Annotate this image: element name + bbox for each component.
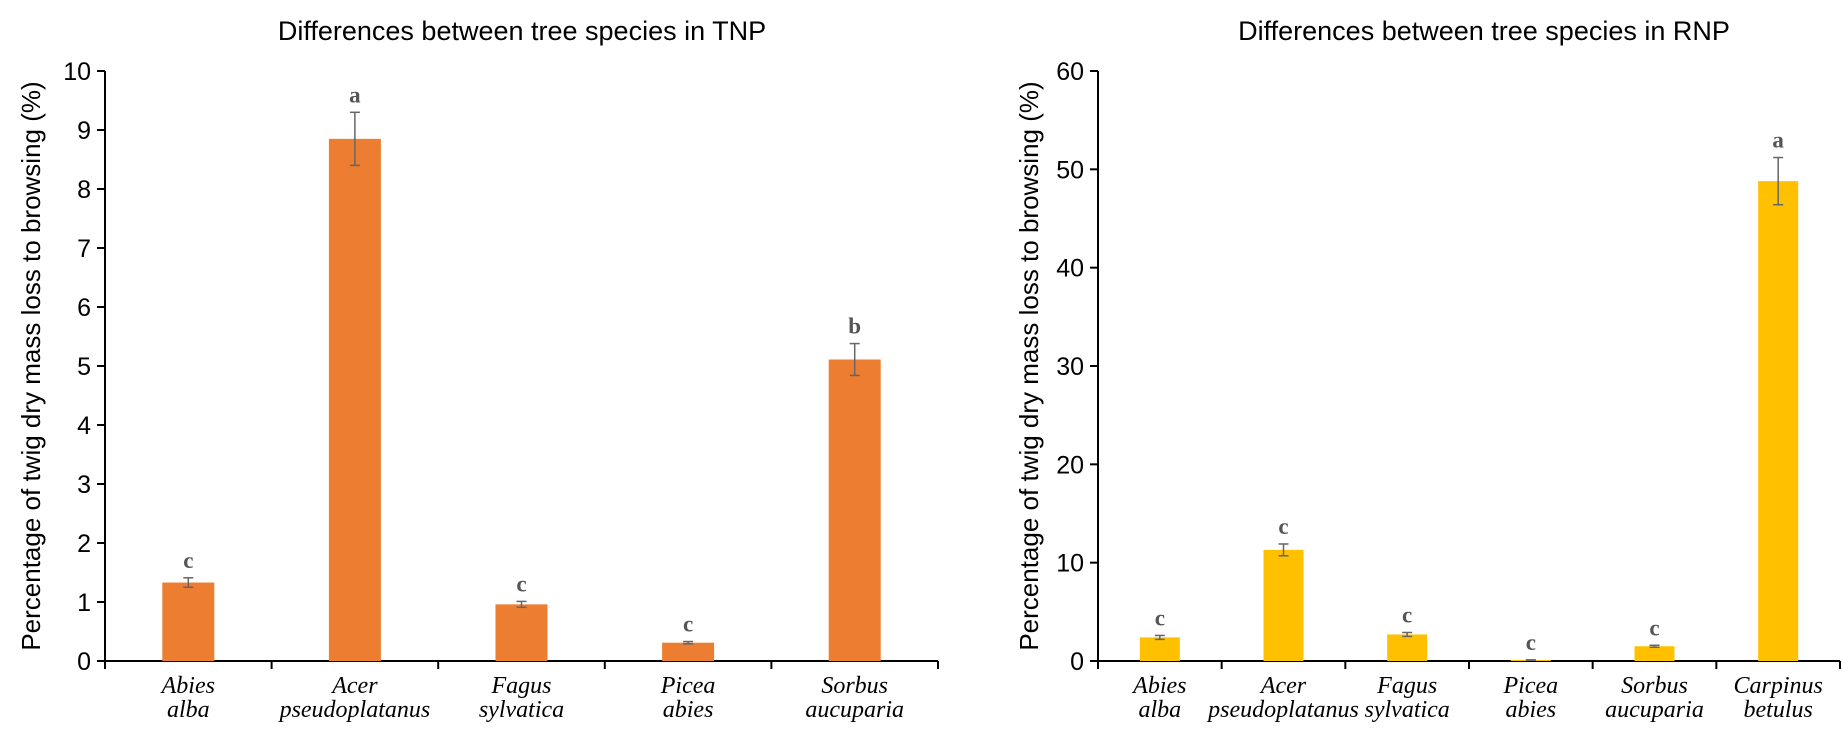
y-tick-label: 20 <box>1056 451 1084 479</box>
chart-tnp: Differences between tree species in TNP P… <box>16 16 939 723</box>
bar <box>162 582 215 661</box>
y-tick-label: 50 <box>1056 156 1084 184</box>
x-tick-label: aucuparia <box>805 697 904 723</box>
y-tick-label: 30 <box>1056 353 1084 381</box>
y-tick-label: 40 <box>1056 255 1084 283</box>
bar <box>1758 181 1799 661</box>
x-tick-label: abies <box>663 697 714 723</box>
x-tick-label: alba <box>167 697 210 723</box>
significance-label: b <box>848 314 861 339</box>
significance-label: a <box>1772 128 1784 153</box>
y-axis-label: Percentage of twig dry mass loss to brow… <box>16 81 46 650</box>
bar <box>328 138 381 662</box>
chart-title: Differences between tree species in RNP <box>1238 16 1730 46</box>
y-tick-label: 0 <box>77 648 91 676</box>
x-tick-label: Fagus <box>1376 673 1437 699</box>
x-tick-label: Picea <box>1503 673 1559 699</box>
significance-label: a <box>349 82 361 107</box>
x-tick-label: Fagus <box>491 673 552 699</box>
y-tick-label: 1 <box>77 589 91 617</box>
x-tick-label: Sorbus <box>821 673 888 699</box>
y-tick-label: 10 <box>1056 550 1084 578</box>
bar <box>828 359 881 661</box>
x-tick-label: aucuparia <box>1605 697 1704 723</box>
significance-label: c <box>1278 514 1288 539</box>
y-axis-label: Percentage of twig dry mass loss to brow… <box>1014 81 1044 650</box>
x-tick-label: Picea <box>660 673 716 699</box>
bar <box>1139 637 1180 661</box>
chart-rnp: Differences between tree species in RNP P… <box>1014 16 1841 723</box>
y-tick-label: 7 <box>77 235 91 263</box>
significance-label: c <box>1526 630 1536 655</box>
y-tick-label: 10 <box>63 58 91 86</box>
significance-label: c <box>516 571 526 596</box>
x-tick-label: Abies <box>1131 673 1186 699</box>
y-tick-label: 3 <box>77 471 91 499</box>
bar <box>1263 549 1304 661</box>
x-tick-label: Carpinus <box>1733 673 1822 699</box>
y-tick-label: 5 <box>77 353 91 381</box>
x-tick-label: sylvatica <box>479 697 564 723</box>
x-tick-label: Acer <box>1259 673 1307 699</box>
significance-label: c <box>683 612 693 637</box>
significance-label: c <box>1649 615 1659 640</box>
bar <box>662 642 715 661</box>
y-tick-label: 2 <box>77 530 91 558</box>
x-tick-label: sylvatica <box>1365 697 1450 723</box>
y-tick-label: 9 <box>77 117 91 145</box>
y-tick-label: 8 <box>77 176 91 204</box>
significance-label: c <box>1155 605 1165 630</box>
chart-title: Differences between tree species in TNP <box>278 16 766 46</box>
x-tick-label: Sorbus <box>1621 673 1688 699</box>
significance-label: c <box>1402 602 1412 627</box>
bar <box>1634 646 1675 661</box>
x-tick-label: Acer <box>330 673 378 699</box>
x-tick-label: alba <box>1138 697 1181 723</box>
bar <box>1387 634 1428 661</box>
y-tick-label: 60 <box>1056 58 1084 86</box>
x-tick-label: Abies <box>160 673 215 699</box>
x-tick-label: pseudoplatanus <box>278 697 431 723</box>
y-tick-label: 0 <box>1070 648 1084 676</box>
x-tick-label: pseudoplatanus <box>1206 697 1359 723</box>
significance-label: c <box>183 548 193 573</box>
y-tick-label: 4 <box>77 412 91 440</box>
bar <box>495 604 548 661</box>
x-tick-label: abies <box>1505 697 1556 723</box>
y-tick-label: 6 <box>77 294 91 322</box>
x-tick-label: betulus <box>1744 697 1813 723</box>
